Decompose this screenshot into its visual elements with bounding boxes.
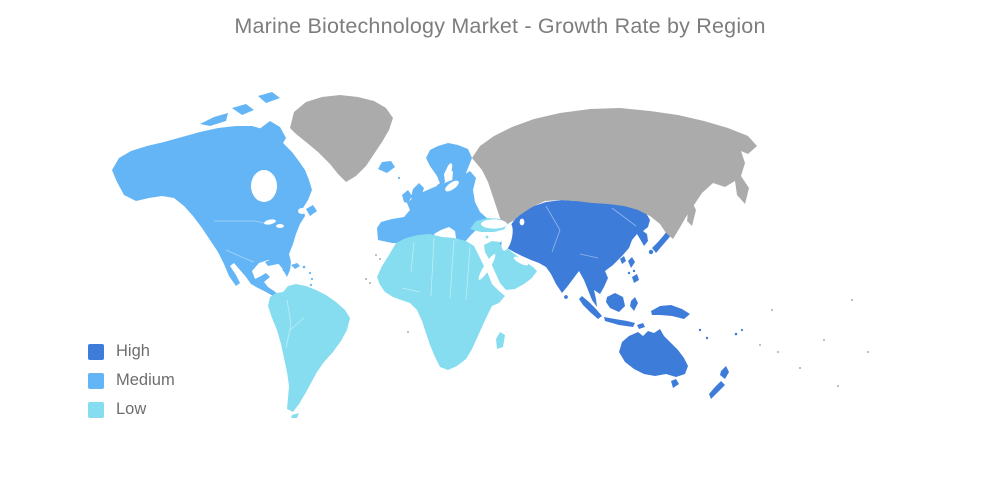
region-new-zealand-south[interactable] (709, 381, 725, 399)
region-new-guinea[interactable] (651, 305, 690, 319)
great-lakes (264, 219, 276, 225)
region-hainan[interactable] (601, 271, 605, 275)
aral-area (519, 218, 525, 226)
region-island-speck[interactable] (365, 278, 367, 280)
region-arctic-islands[interactable] (258, 92, 280, 103)
region-denmark[interactable] (437, 182, 445, 194)
region-arctic-islands[interactable] (232, 104, 254, 115)
region-timor[interactable] (637, 323, 645, 329)
caspian-sea (501, 223, 513, 251)
persian-gulf (513, 256, 529, 266)
region-madagascar[interactable] (496, 332, 505, 349)
region-cuba[interactable] (265, 258, 288, 266)
region-group-high (500, 200, 744, 399)
legend-item-high: High (88, 343, 175, 360)
region-island-speck[interactable] (777, 351, 779, 353)
region-baffin-island[interactable] (258, 121, 286, 148)
region-ireland[interactable] (402, 190, 412, 203)
region-caribbean-island[interactable] (310, 277, 314, 281)
legend-item-medium: Medium (88, 372, 175, 389)
region-australia[interactable] (619, 329, 688, 377)
region-caribbean-island[interactable] (302, 265, 306, 269)
region-pacific-island[interactable] (698, 328, 702, 332)
region-island-speck[interactable] (837, 385, 839, 387)
region-arctic-islands[interactable] (200, 113, 228, 126)
region-island-speck[interactable] (759, 344, 761, 346)
region-island-speck[interactable] (379, 258, 381, 260)
region-iceland[interactable] (378, 161, 395, 173)
region-island-speck[interactable] (867, 351, 869, 353)
region-tasmania[interactable] (671, 379, 679, 388)
region-cyprus[interactable] (485, 235, 489, 239)
region-africa[interactable] (377, 234, 505, 370)
region-russia-cis[interactable] (472, 108, 757, 239)
region-caribbean-island[interactable] (282, 268, 286, 272)
region-island-speck[interactable] (375, 254, 377, 256)
chart-title: Marine Biotechnology Market - Growth Rat… (234, 14, 766, 38)
region-greenland[interactable] (290, 95, 393, 182)
region-sakhalin[interactable] (687, 202, 696, 226)
region-island-speck[interactable] (851, 299, 853, 301)
region-pacific-island[interactable] (705, 336, 709, 340)
legend-item-low: Low (88, 401, 175, 418)
region-philippines-mindanao[interactable] (632, 274, 639, 283)
country-borders (214, 205, 637, 349)
legend-label-medium: Medium (116, 371, 175, 389)
legend: High Medium Low (88, 343, 175, 418)
region-group-no-data (290, 95, 869, 387)
legend-swatch-low (88, 401, 104, 418)
region-island-speck[interactable] (771, 309, 773, 311)
region-hispaniola[interactable] (291, 263, 300, 269)
region-pacific-island[interactable] (740, 328, 744, 332)
region-sulawesi[interactable] (630, 297, 638, 311)
region-sumatra[interactable] (579, 296, 602, 319)
region-europe[interactable] (377, 171, 488, 244)
region-group-low (268, 218, 537, 418)
gulf-st-lawrence (298, 208, 306, 214)
region-group-medium (112, 92, 488, 296)
legend-swatch-medium (88, 372, 104, 389)
region-tierra-del-fuego[interactable] (291, 413, 299, 418)
region-caribbean-island[interactable] (308, 271, 312, 275)
region-island-speck[interactable] (823, 339, 825, 341)
region-asia-mainland[interactable] (500, 200, 650, 307)
baltic-sea (445, 180, 459, 192)
region-japan-kyushu[interactable] (648, 249, 654, 255)
region-united-kingdom[interactable] (411, 183, 424, 206)
region-island-speck[interactable] (799, 367, 801, 369)
region-arabia-middle-east[interactable] (484, 241, 537, 290)
legend-swatch-high (88, 343, 104, 360)
water-bodies (251, 163, 529, 280)
legend-label-low: Low (116, 400, 147, 418)
region-java[interactable] (604, 317, 635, 327)
region-faroe[interactable] (397, 176, 401, 180)
region-newfoundland[interactable] (306, 205, 317, 216)
region-philippines-island[interactable] (632, 269, 636, 273)
region-pacific-island[interactable] (734, 332, 738, 336)
black-sea (481, 219, 507, 229)
region-greece[interactable] (455, 228, 465, 242)
gulf-of-bothnia (445, 163, 453, 177)
red-sea (478, 254, 496, 280)
region-new-zealand-north[interactable] (720, 366, 729, 379)
region-borneo[interactable] (606, 293, 625, 312)
region-south-america[interactable] (268, 284, 350, 412)
legend-label-high: High (116, 342, 150, 360)
region-taiwan[interactable] (620, 256, 626, 264)
region-island-speck[interactable] (407, 331, 409, 333)
region-island-speck[interactable] (369, 282, 371, 284)
region-north-america[interactable] (112, 126, 312, 296)
region-sri-lanka[interactable] (564, 295, 568, 299)
hudson-bay (251, 170, 277, 202)
region-caribbean-island[interactable] (309, 283, 313, 287)
region-philippines-island[interactable] (627, 271, 631, 275)
region-philippines-luzon[interactable] (628, 257, 635, 268)
great-lakes (276, 224, 284, 228)
